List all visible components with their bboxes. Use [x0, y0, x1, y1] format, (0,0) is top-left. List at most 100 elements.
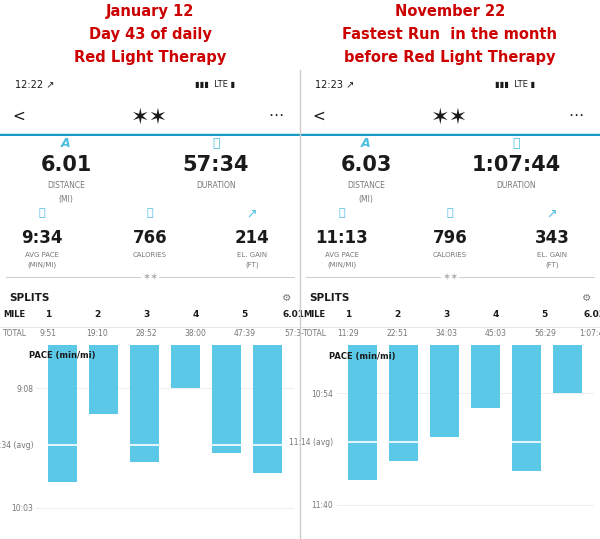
Bar [430, 345, 459, 437]
Text: MILE: MILE [3, 310, 25, 319]
Text: <: < [312, 108, 325, 123]
Bar [130, 345, 159, 462]
Text: 6.01: 6.01 [40, 155, 92, 176]
Text: 214: 214 [235, 229, 269, 247]
Text: 45:03: 45:03 [485, 329, 506, 338]
Text: 9:51: 9:51 [40, 329, 56, 338]
Text: January 12: January 12 [106, 4, 194, 18]
Text: TOTAL: TOTAL [3, 329, 27, 338]
Text: 57:34: 57:34 [183, 155, 249, 176]
Text: 4: 4 [193, 310, 199, 319]
Text: EL. GAIN: EL. GAIN [237, 252, 267, 258]
Text: ▮▮▮  LTE ▮: ▮▮▮ LTE ▮ [195, 80, 235, 89]
Text: CALORIES: CALORIES [433, 252, 467, 258]
Text: ⚙: ⚙ [282, 293, 291, 302]
Text: (FT): (FT) [545, 262, 559, 268]
Text: DISTANCE: DISTANCE [47, 181, 85, 190]
Text: 9:42: 9:42 [135, 529, 154, 538]
Text: 🔥: 🔥 [446, 208, 454, 218]
Text: PACE (min/mi): PACE (min/mi) [29, 351, 96, 361]
Text: 11:29: 11:29 [337, 329, 359, 338]
Text: 6.03: 6.03 [340, 155, 392, 176]
Text: 56:29: 56:29 [534, 329, 556, 338]
Text: 1:07:44: 1:07:44 [580, 329, 600, 338]
Text: 9:20: 9:20 [94, 529, 113, 538]
Text: Red Light Therapy: Red Light Therapy [74, 50, 226, 65]
Text: PACE (min/mi): PACE (min/mi) [329, 352, 396, 361]
Text: 1:07:44: 1:07:44 [472, 155, 560, 176]
Text: ⚙: ⚙ [582, 293, 591, 302]
Text: DISTANCE: DISTANCE [347, 181, 385, 190]
Text: 5: 5 [542, 310, 548, 319]
Text: ↗: ↗ [547, 208, 557, 221]
Text: MILE: MILE [303, 310, 325, 319]
Text: (FT): (FT) [245, 262, 259, 268]
Text: 9:34: 9:34 [21, 229, 63, 247]
Text: EL. GAIN: EL. GAIN [537, 252, 567, 258]
Text: DURATION: DURATION [496, 181, 536, 190]
Text: 10:54: 10:54 [556, 529, 580, 538]
Text: 19:10: 19:10 [86, 329, 108, 338]
Text: ⋯: ⋯ [268, 108, 284, 123]
Text: 11:12: 11:12 [433, 529, 457, 538]
Text: 5: 5 [242, 310, 248, 319]
Text: AVG PACE: AVG PACE [25, 252, 59, 258]
Text: 34:03: 34:03 [436, 329, 457, 338]
Text: 3: 3 [143, 310, 149, 319]
Text: ⓘ: ⓘ [38, 208, 46, 218]
Text: CALORIES: CALORIES [133, 252, 167, 258]
Text: 47:39: 47:39 [234, 329, 256, 338]
Text: November 22: November 22 [395, 4, 505, 18]
Text: 11:22: 11:22 [391, 529, 415, 538]
Text: 9:38: 9:38 [217, 529, 236, 538]
Text: <: < [12, 108, 25, 123]
Text: (MI): (MI) [59, 196, 73, 204]
Text: (MIN/MI): (MIN/MI) [328, 262, 356, 268]
Text: 11:26: 11:26 [515, 529, 539, 538]
Text: ⏱: ⏱ [212, 137, 220, 150]
Text: Day 43 of daily: Day 43 of daily [89, 26, 211, 42]
Text: 1: 1 [45, 310, 51, 319]
Text: 57:3-: 57:3- [284, 329, 304, 338]
Bar [89, 345, 118, 414]
Text: A: A [361, 137, 371, 150]
Text: before Red Light Therapy: before Red Light Therapy [344, 50, 556, 65]
Text: A: A [61, 137, 71, 150]
Text: 1: 1 [345, 310, 351, 319]
Bar [348, 345, 377, 480]
Text: 6.03: 6.03 [583, 310, 600, 319]
Bar [553, 345, 582, 393]
Text: ✶✶: ✶✶ [431, 108, 469, 128]
Text: 2: 2 [394, 310, 400, 319]
Text: 3: 3 [443, 310, 449, 319]
Text: 9:08: 9:08 [176, 529, 195, 538]
Text: ✶✶: ✶✶ [442, 272, 458, 282]
Text: ⋯: ⋯ [568, 108, 584, 123]
Text: Fastest Run  in the month: Fastest Run in the month [343, 26, 557, 42]
Bar [171, 345, 200, 388]
Text: 9:51: 9:51 [53, 529, 71, 538]
Bar [48, 345, 77, 481]
Bar [253, 345, 282, 473]
Text: ⓘ: ⓘ [338, 208, 346, 218]
Text: 11:30: 11:30 [350, 529, 374, 538]
Text: 343: 343 [535, 229, 569, 247]
Text: 9:47: 9:47 [259, 529, 277, 538]
Text: 12:22 ↗: 12:22 ↗ [15, 80, 55, 90]
Text: 22:51: 22:51 [386, 329, 408, 338]
Text: 2: 2 [94, 310, 100, 319]
Text: 28:52: 28:52 [136, 329, 157, 338]
Text: ✶✶: ✶✶ [142, 272, 158, 282]
Text: AVG PACE: AVG PACE [325, 252, 359, 258]
Text: 11:00: 11:00 [473, 529, 497, 538]
Text: 11:13: 11:13 [316, 229, 368, 247]
Text: DURATION: DURATION [196, 181, 236, 190]
Text: (MIN/MI): (MIN/MI) [28, 262, 56, 268]
Text: 4: 4 [493, 310, 499, 319]
Text: SPLITS: SPLITS [309, 293, 349, 302]
Bar [512, 345, 541, 471]
Text: ⏱: ⏱ [512, 137, 520, 150]
Text: ▮▮▮  LTE ▮: ▮▮▮ LTE ▮ [495, 80, 535, 89]
Text: SPLITS: SPLITS [9, 293, 49, 302]
Text: 12:23 ↗: 12:23 ↗ [315, 80, 354, 90]
